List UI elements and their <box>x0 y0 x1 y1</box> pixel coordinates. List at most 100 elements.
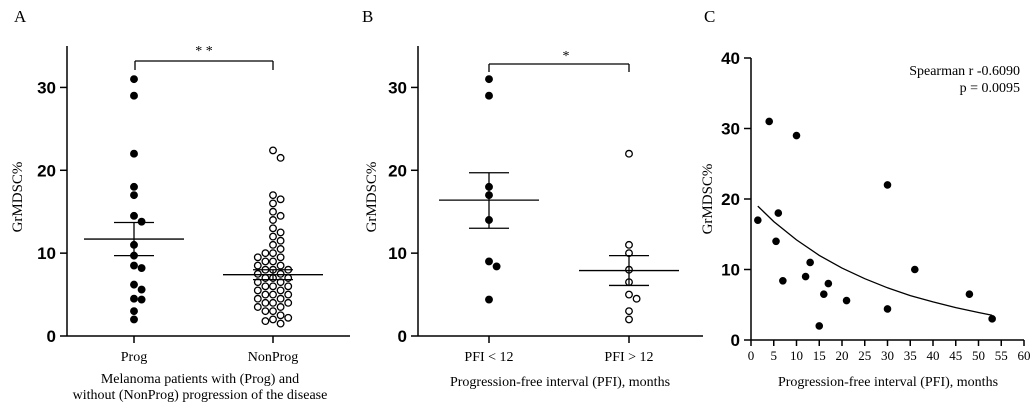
point-a-1-7 <box>269 216 277 224</box>
panel-a: A GrMDSC% 0 10 20 30 Prog NonProg * * Melano… <box>10 7 350 403</box>
point-a-1-46 <box>253 303 262 311</box>
point-c-13 <box>883 305 892 313</box>
x-tick-label-a-1: NonProg <box>248 350 299 365</box>
x-tick-label-c-7: 35 <box>904 348 917 363</box>
point-c-4 <box>779 276 787 285</box>
panel-label-b: B <box>362 7 373 26</box>
point-a-1-20 <box>276 261 285 270</box>
point-a-0-0 <box>130 75 138 84</box>
point-a-1-44 <box>284 298 293 307</box>
x-tick-label-c-1: 5 <box>771 348 778 363</box>
point-a-0-12 <box>137 285 146 294</box>
y-axis-label-a: GrMDSC% <box>10 162 26 233</box>
point-a-1-45 <box>276 303 285 311</box>
point-a-1-11 <box>276 236 285 245</box>
point-a-1-39 <box>284 290 293 299</box>
y-tick-label-a-0: 0 <box>47 327 56 346</box>
point-a-1-1 <box>276 153 285 162</box>
point-a-1-33 <box>261 282 270 291</box>
point-a-1-25 <box>276 269 285 278</box>
point-a-1-48 <box>261 307 270 316</box>
y-tick-label-c-1: 10 <box>721 261 740 280</box>
x-tick-label-c-0: 0 <box>748 348 755 363</box>
point-a-1-29 <box>284 274 293 282</box>
y-tick-label-c-4: 40 <box>721 49 740 68</box>
point-b-1-0 <box>625 149 633 158</box>
point-a-1-30 <box>276 278 285 287</box>
point-a-1-8 <box>269 224 277 233</box>
point-a-0-15 <box>130 307 138 316</box>
point-a-1-43 <box>261 298 270 307</box>
point-a-1-32 <box>269 282 277 291</box>
point-a-1-0 <box>269 146 277 155</box>
point-a-1-41 <box>253 294 262 303</box>
point-a-0-16 <box>130 315 138 324</box>
y-tick-label-b-1: 10 <box>388 244 407 263</box>
panel-label-c: C <box>704 7 715 26</box>
point-b-0-0 <box>485 75 493 84</box>
point-b-0-6 <box>492 262 501 271</box>
panel-b: B GrMDSC% 0 10 20 30 PFI < 12 PFI > 12 * Pro… <box>362 7 703 390</box>
point-c-11 <box>842 296 851 305</box>
x-tick-label-c-10: 50 <box>972 348 985 363</box>
point-c-3 <box>774 209 783 217</box>
point-c-6 <box>801 272 810 281</box>
point-a-1-40 <box>276 294 285 303</box>
y-tick-label-c-3: 30 <box>721 120 740 139</box>
y-tick-label-b-3: 30 <box>388 78 407 97</box>
x-tick-label-c-11: 55 <box>995 348 1008 363</box>
point-b-1-8 <box>625 315 633 324</box>
panel-c: C GrMDSC% 0 10 20 30 40 0 5 10 15 20 25 30 35 40 45 50… <box>700 7 1031 390</box>
y-axis-label-c: GrMDSC% <box>700 164 716 235</box>
error-bars-b <box>439 172 679 287</box>
point-a-1-5 <box>269 207 277 216</box>
x-tick-label-b-0: PFI < 12 <box>464 350 513 365</box>
data-points-a <box>130 75 293 328</box>
point-a-1-12 <box>269 240 277 249</box>
point-a-1-53 <box>276 319 285 328</box>
significance-marker-b: * <box>563 49 570 64</box>
y-tick-label-a-1: 10 <box>37 244 56 263</box>
point-a-0-6 <box>137 217 146 226</box>
point-a-0-14 <box>137 295 146 304</box>
point-a-1-28 <box>261 274 270 282</box>
point-a-1-52 <box>261 317 270 326</box>
x-tick-label-c-4: 20 <box>836 348 849 363</box>
point-a-1-13 <box>276 245 285 253</box>
y-tick-label-a-3: 30 <box>37 78 56 97</box>
point-a-1-9 <box>276 228 285 237</box>
y-tick-label-a-2: 20 <box>37 161 56 180</box>
p-value-annotation: p = 0.0095 <box>960 81 1020 96</box>
point-c-0 <box>754 216 762 224</box>
x-tick-label-c-8: 40 <box>927 348 940 363</box>
spearman-annotation: Spearman r -0.6090 <box>909 64 1020 79</box>
point-a-1-49 <box>276 311 285 320</box>
point-a-0-4 <box>130 191 138 200</box>
x-tick-label-c-3: 15 <box>813 348 826 363</box>
point-a-1-51 <box>269 315 277 324</box>
point-c-9 <box>820 290 828 298</box>
point-a-1-37 <box>269 290 277 299</box>
error-bars-a <box>84 221 323 281</box>
point-a-1-4 <box>269 199 277 208</box>
point-b-1-1 <box>625 240 633 249</box>
point-b-0-5 <box>485 257 493 266</box>
y-tick-label-b-2: 20 <box>388 161 407 180</box>
point-a-1-35 <box>276 286 285 295</box>
y-tick-label-c-0: 0 <box>731 331 740 350</box>
point-c-10 <box>824 279 833 288</box>
x-tick-label-b-1: PFI > 12 <box>604 350 653 365</box>
x-tick-label-c-12: 60 <box>1018 348 1031 363</box>
point-a-1-50 <box>284 313 293 322</box>
data-points-c <box>754 117 996 330</box>
point-a-1-19 <box>261 257 270 266</box>
point-c-8 <box>815 322 824 330</box>
point-c-16 <box>988 315 996 323</box>
x-tick-label-c-2: 10 <box>790 348 803 363</box>
point-b-1-7 <box>625 307 633 316</box>
y-tick-label-c-2: 20 <box>721 190 740 209</box>
point-b-1-5 <box>625 290 633 299</box>
point-a-1-18 <box>269 257 277 266</box>
point-a-1-31 <box>253 278 262 287</box>
x-tick-label-a-0: Prog <box>121 350 147 365</box>
